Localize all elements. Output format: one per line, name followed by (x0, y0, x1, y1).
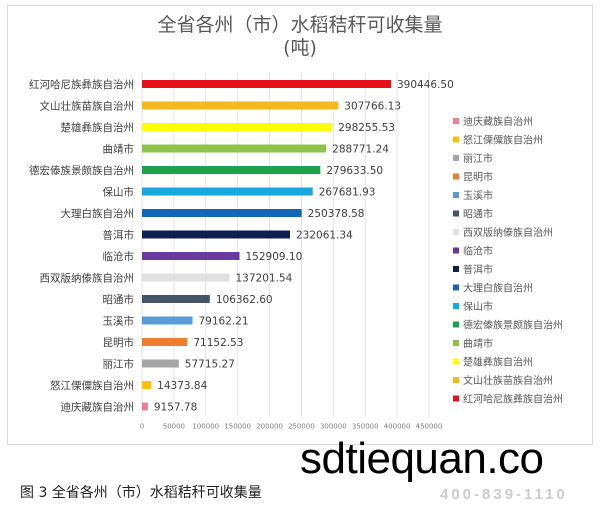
x-tick-label: 150000 (224, 423, 251, 431)
category-label: 文山壮族苗族自治州 (40, 100, 135, 113)
bar (142, 187, 313, 196)
data-label: 106362.60 (216, 294, 273, 306)
category-label: 大理白族自治州 (61, 207, 135, 220)
legend-swatch (453, 340, 459, 346)
watermark-phone: 400-839-1110 (440, 486, 568, 503)
data-label: 14373.84 (157, 380, 207, 392)
x-tick-label: 400000 (384, 423, 411, 431)
legend-label: 大理白族自治州 (463, 282, 533, 295)
bar (142, 273, 230, 282)
category-label: 怒江傈僳族自治州 (50, 379, 134, 392)
data-label: 152909.10 (246, 251, 303, 263)
category-label: 保山市 (103, 186, 135, 199)
category-label: 昆明市 (103, 336, 135, 349)
legend-swatch (453, 173, 459, 180)
data-label: 79162.21 (198, 316, 248, 328)
data-label: 137201.54 (235, 273, 292, 285)
legend-swatch (453, 321, 459, 328)
legend-swatch (453, 395, 459, 402)
legend-swatch (453, 229, 459, 235)
bar (142, 381, 152, 389)
category-label: 临沧市 (103, 250, 135, 263)
x-tick-label: 200000 (256, 423, 283, 431)
legend-label: 曲靖市 (463, 337, 493, 350)
category-label: 红河哈尼族彝族自治州 (29, 78, 134, 91)
legend-swatch (453, 284, 459, 291)
legend-label: 文山壮族苗族自治州 (463, 374, 553, 387)
legend-label: 临沧市 (463, 245, 493, 258)
legend-label: 德宏傣族景颇族自治州 (463, 319, 563, 332)
category-label: 玉溪市 (103, 315, 135, 328)
legend-swatch (453, 118, 459, 124)
legend-label: 保山市 (463, 300, 493, 313)
legend-swatch (453, 303, 459, 309)
chart-frame (7, 5, 593, 445)
data-label: 279633.50 (326, 165, 383, 177)
data-label: 71152.53 (193, 337, 243, 349)
category-label: 丽江市 (103, 358, 135, 371)
x-tick-label: 300000 (320, 423, 347, 431)
bar (142, 338, 188, 346)
figure-caption: 图 3 全省各州（市）水稻秸秆可收集量 (20, 485, 262, 501)
watermark-text: sdtiequan.co (300, 434, 544, 483)
data-label: 267681.93 (319, 187, 376, 199)
category-label: 西双版纳傣族自治州 (40, 272, 135, 285)
x-tick-label: 0 (140, 423, 144, 431)
data-label: 390446.50 (397, 79, 454, 91)
legend-swatch (453, 377, 459, 383)
data-label: 250378.58 (308, 208, 365, 220)
bar (142, 316, 193, 325)
category-label: 迪庆藏族自治州 (61, 401, 135, 414)
data-label: 307766.13 (344, 101, 401, 113)
category-label: 曲靖市 (103, 143, 135, 156)
chart-title: 全省各州（市）水稻秸秆可收集量 (157, 14, 443, 36)
bar (142, 295, 210, 303)
x-tick-label: 250000 (288, 423, 315, 431)
legend-label: 玉溪市 (463, 189, 493, 202)
category-label: 昭通市 (103, 293, 135, 306)
legend-swatch (453, 247, 459, 254)
data-label: 288771.24 (332, 144, 389, 156)
chart-subtitle: (吨) (283, 37, 317, 59)
bar (142, 252, 240, 260)
category-label: 楚雄彝族自治州 (61, 121, 135, 134)
legend-label: 迪庆藏族自治州 (463, 115, 533, 128)
bar (142, 123, 333, 131)
legend-swatch (453, 136, 459, 143)
legend-label: 红河哈尼族彝族自治州 (463, 393, 563, 406)
bar (142, 144, 327, 153)
legend-swatch (453, 210, 459, 217)
bar (142, 80, 392, 88)
legend-swatch (453, 358, 459, 365)
bar (142, 230, 290, 239)
legend-swatch (453, 266, 459, 272)
legend-label: 怒江傈僳族自治州 (463, 134, 543, 147)
data-label: 9157.78 (154, 402, 197, 414)
legend-swatch (453, 155, 459, 161)
legend-label: 昆明市 (463, 171, 493, 184)
bar (142, 359, 179, 368)
data-label: 57715.27 (185, 359, 235, 371)
legend-label: 普洱市 (463, 263, 493, 276)
legend-label: 昭通市 (463, 208, 493, 221)
x-tick-label: 50000 (163, 423, 185, 431)
legend-label: 丽江市 (463, 152, 493, 165)
x-tick-label: 100000 (192, 423, 219, 431)
legend-label: 西双版纳傣族自治州 (463, 226, 553, 239)
data-label: 232061.34 (296, 230, 353, 242)
bar (142, 402, 148, 411)
category-label: 德宏傣族景颇族自治州 (29, 164, 134, 177)
legend-swatch (453, 192, 459, 198)
legend-label: 楚雄彝族自治州 (463, 356, 533, 369)
data-label: 298255.53 (338, 122, 395, 134)
x-tick-label: 450000 (416, 423, 443, 431)
category-label: 普洱市 (103, 229, 135, 242)
bar (142, 166, 321, 174)
bar (142, 101, 339, 110)
bar (142, 209, 302, 217)
x-tick-label: 350000 (352, 423, 379, 431)
